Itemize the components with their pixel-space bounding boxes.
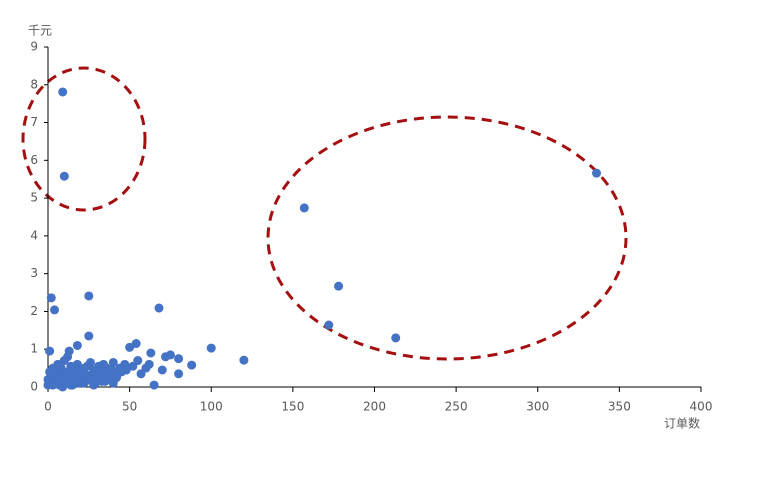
point	[85, 357, 95, 367]
point	[133, 356, 143, 366]
point	[48, 371, 58, 381]
point	[45, 346, 55, 356]
x-axis-label: 订单数	[664, 416, 700, 431]
point	[108, 357, 118, 367]
point	[187, 360, 197, 370]
y-tick-label: 9	[30, 40, 38, 54]
y-tick-label: 0	[30, 380, 38, 394]
point	[89, 380, 99, 390]
point	[161, 352, 171, 362]
point	[391, 333, 401, 343]
x-tick-label: 100	[200, 400, 223, 414]
point	[144, 359, 154, 369]
point	[121, 365, 131, 375]
point	[154, 303, 164, 313]
point	[108, 378, 118, 388]
point	[206, 343, 216, 353]
y-tick-label: 8	[30, 77, 38, 91]
point	[174, 354, 184, 364]
point	[46, 293, 56, 303]
x-tick-label: 350	[608, 400, 631, 414]
y-tick-label: 6	[30, 153, 38, 167]
point	[125, 342, 135, 352]
y-tick-label: 2	[30, 304, 38, 318]
y-tick-label: 5	[30, 191, 38, 205]
y-axis-label: 千元	[28, 24, 52, 38]
y-tick-label: 1	[30, 342, 38, 356]
x-tick-label: 250	[445, 400, 468, 414]
point	[334, 281, 344, 291]
point	[84, 291, 94, 301]
y-tick-label: 3	[30, 266, 38, 280]
point	[84, 331, 94, 341]
point	[58, 87, 68, 97]
point	[149, 380, 159, 390]
point	[59, 171, 69, 181]
point	[592, 168, 602, 178]
highlight-ellipse	[266, 115, 628, 361]
x-tick-label: 400	[690, 400, 713, 414]
point	[174, 369, 184, 379]
x-tick-label: 300	[526, 400, 549, 414]
point	[66, 380, 76, 390]
point	[157, 365, 167, 375]
point	[79, 378, 89, 388]
x-tick-label: 50	[122, 400, 137, 414]
point	[146, 348, 156, 358]
y-tick-label: 7	[30, 115, 38, 129]
highlight-ellipse	[21, 66, 147, 212]
point	[58, 382, 68, 392]
x-tick-label: 0	[44, 400, 52, 414]
point	[63, 352, 73, 362]
point	[72, 340, 82, 350]
y-tick-label: 4	[30, 228, 38, 242]
point	[239, 355, 249, 365]
point	[131, 339, 141, 349]
point	[97, 376, 107, 386]
point	[50, 305, 60, 315]
point	[299, 203, 309, 213]
x-tick-label: 150	[281, 400, 304, 414]
x-tick-label: 200	[363, 400, 386, 414]
point	[324, 320, 334, 330]
